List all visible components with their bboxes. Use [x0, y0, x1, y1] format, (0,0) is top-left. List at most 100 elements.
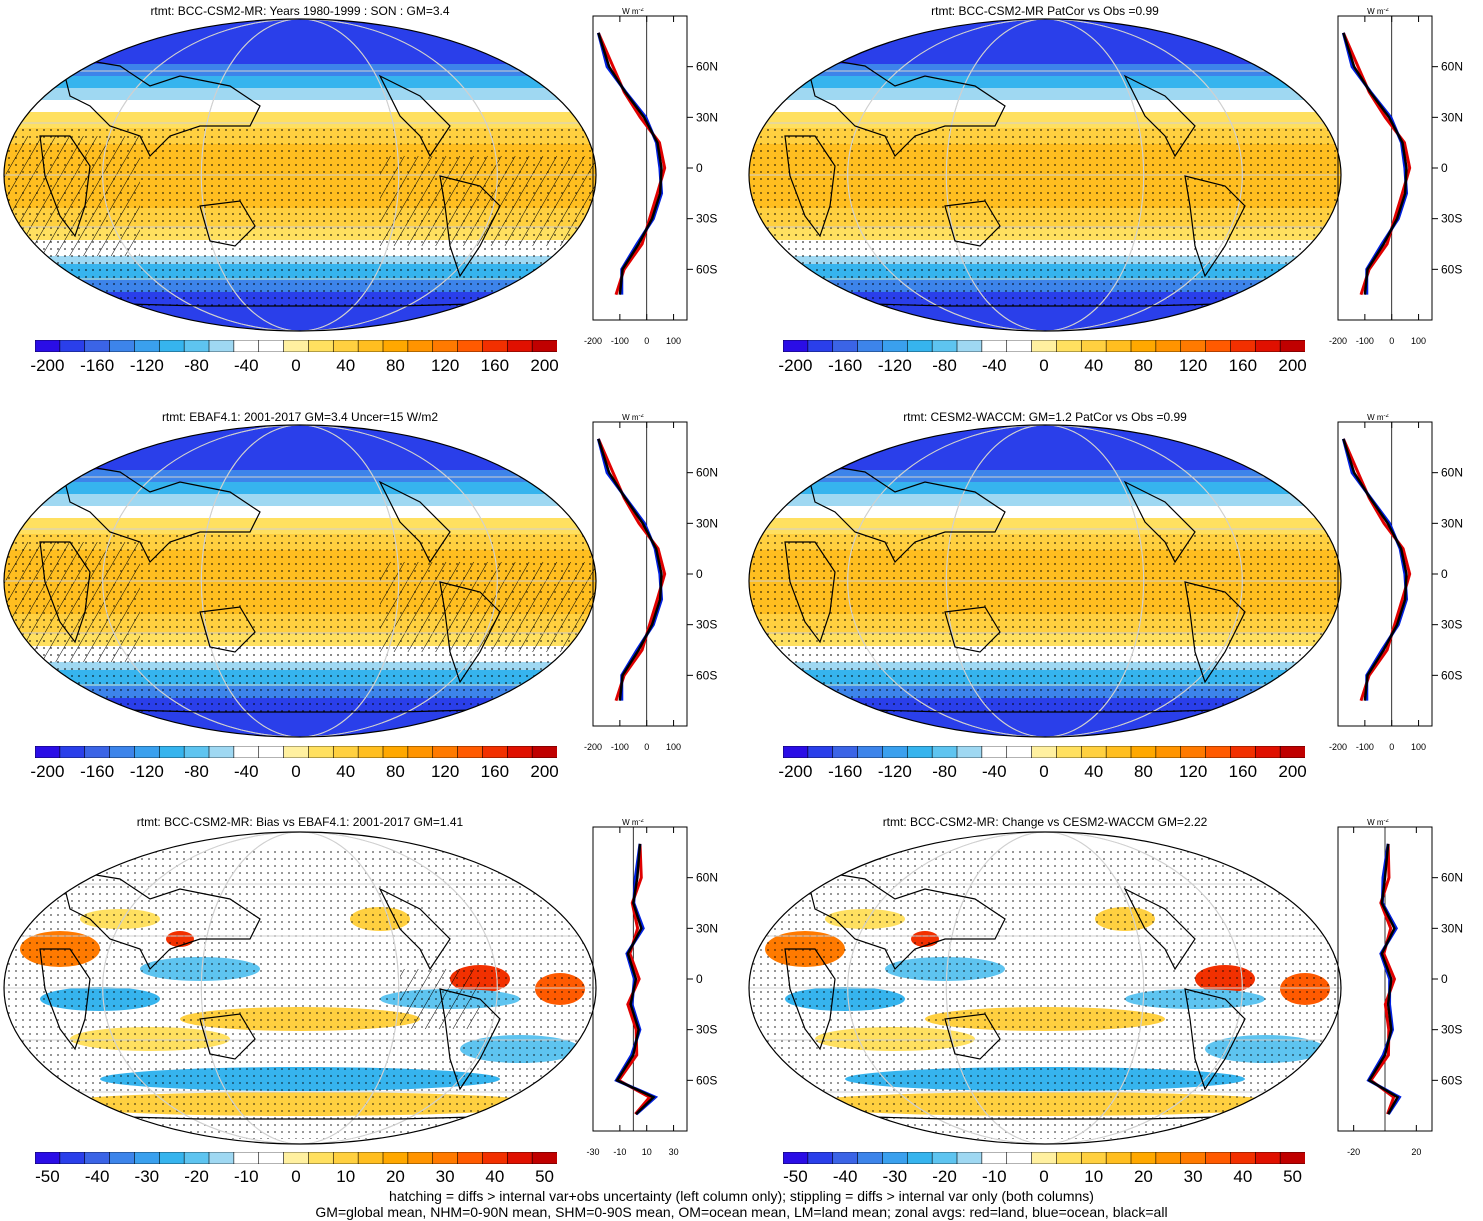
graticule-lon [200, 425, 400, 737]
lat-band [749, 28, 1341, 33]
colorbar-swatch [1279, 746, 1305, 758]
colorbar-tick-label: -200 [778, 356, 813, 375]
lat-band [4, 40, 596, 45]
graticule-lon [102, 19, 498, 331]
colorbar-swatch [807, 340, 834, 352]
colorbar-tick-label: 40 [336, 762, 356, 781]
lat-band [4, 714, 596, 719]
coastline [39, 135, 91, 238]
colorbar-swatch [981, 746, 1008, 758]
lat-band [4, 722, 596, 727]
graticule-lon [945, 425, 1145, 737]
lat-band [749, 506, 1341, 511]
colorbar-swatch [832, 1152, 859, 1164]
coastline [784, 135, 836, 238]
colorbar-swatch [109, 340, 136, 352]
lat-band [749, 450, 1341, 455]
lat-tick-label: 30S [1441, 1023, 1462, 1037]
colorbar-tick-label: -10 [233, 1167, 259, 1186]
colorbar-swatch [183, 746, 210, 758]
lat-band [4, 462, 596, 467]
colorbar-tick-label: 10 [1084, 1167, 1104, 1186]
lat-band [749, 19, 1341, 21]
lat-band [749, 44, 1341, 49]
colorbar-tick-label: -40 [84, 1167, 110, 1186]
coastline [378, 74, 451, 158]
lat-band [749, 36, 1341, 41]
colorbar-swatch [931, 746, 958, 758]
colorbar-swatch [1080, 340, 1107, 352]
footer-caption: hatching = diffs > internal var+obs unce… [0, 1188, 1483, 1220]
colorbar-swatch [531, 1152, 557, 1164]
colorbar-tick-label: 10 [336, 1167, 356, 1186]
colorbar-swatch [1155, 746, 1182, 758]
coastline [944, 606, 1001, 653]
lat-band [4, 518, 596, 523]
lat-band [749, 64, 1341, 69]
graticule-lon [945, 832, 1145, 1144]
colorbar-swatch [158, 340, 185, 352]
lat-band [749, 88, 1341, 93]
colorbar-swatch [457, 340, 484, 352]
lat-band [4, 312, 596, 317]
lat-band [4, 434, 596, 439]
x-tick-label: -100 [1356, 742, 1374, 752]
zonal-unit-label: W m-2 [622, 819, 644, 827]
map-clim-1 [3, 18, 597, 332]
zonal-unit-label: W m-2 [1367, 8, 1389, 16]
colorbar-4 [783, 746, 1305, 758]
colorbar-swatch [258, 746, 285, 758]
lat-band [4, 108, 596, 113]
stipple-region [4, 849, 596, 1139]
colorbar-tick-label: -160 [828, 356, 863, 375]
lat-band [749, 518, 1341, 523]
lat-band [749, 730, 1341, 735]
colorbar-swatch [857, 746, 884, 758]
lat-tick-label: 30S [1441, 212, 1462, 226]
x-tick-label: -10 [613, 1147, 626, 1157]
lat-tick-label: 30N [1441, 921, 1463, 935]
x-tick-label: -100 [611, 742, 629, 752]
colorbar-swatch [407, 340, 434, 352]
lat-band [749, 430, 1341, 435]
colorbar-swatch [109, 1152, 136, 1164]
colorbar-tick-label: -160 [828, 762, 863, 781]
colorbar-swatch [208, 746, 235, 758]
colorbar-swatch [382, 340, 409, 352]
lat-tick-label: 60S [696, 262, 717, 276]
lat-band [749, 328, 1341, 331]
panel-title: rtmt: BCC-CSM2-MR: Bias vs EBAF4.1: 2001… [136, 815, 464, 829]
lat-tick-label: 30N [696, 110, 718, 124]
map-border [748, 18, 1342, 332]
x-tick-label: 0 [644, 336, 649, 346]
lat-band [4, 474, 596, 479]
zonal-unit-label: W m-2 [622, 8, 644, 16]
lat-band [4, 68, 596, 73]
colorbar-tick-label: 80 [385, 356, 405, 375]
colorbar-swatch [183, 1152, 210, 1164]
coastline [1184, 988, 1246, 1091]
colorbar-swatch [35, 1152, 61, 1164]
colorbar-tick-label: 160 [1228, 762, 1258, 781]
lat-tick-label: 30S [696, 212, 717, 226]
map-diff-6 [748, 831, 1342, 1145]
colorbar-swatch [931, 340, 958, 352]
x-tick-label: 100 [666, 742, 681, 752]
colorbar-swatch [208, 1152, 235, 1164]
lat-band [749, 722, 1341, 727]
lat-band [4, 48, 596, 53]
panel-title: rtmt: CESM2-WACCM: GM=1.2 PatCor vs Obs … [903, 410, 1187, 424]
zonal-line-all [1367, 843, 1400, 1115]
lat-band [749, 425, 1341, 427]
panel-4: rtmt: CESM2-WACCM: GM=1.2 PatCor vs Obs … [745, 406, 1483, 806]
lat-band [4, 52, 596, 57]
colorbar-swatch [158, 1152, 185, 1164]
colorbar-tick-label: 0 [1039, 762, 1049, 781]
colorbar-swatch [208, 340, 235, 352]
colorbar-tick-label: 160 [1228, 356, 1258, 375]
lat-tick-label: 0 [696, 567, 703, 581]
lat-band [749, 490, 1341, 495]
lat-band [749, 454, 1341, 459]
colorbar-swatch [457, 746, 484, 758]
colorbar-swatch [1130, 1152, 1157, 1164]
